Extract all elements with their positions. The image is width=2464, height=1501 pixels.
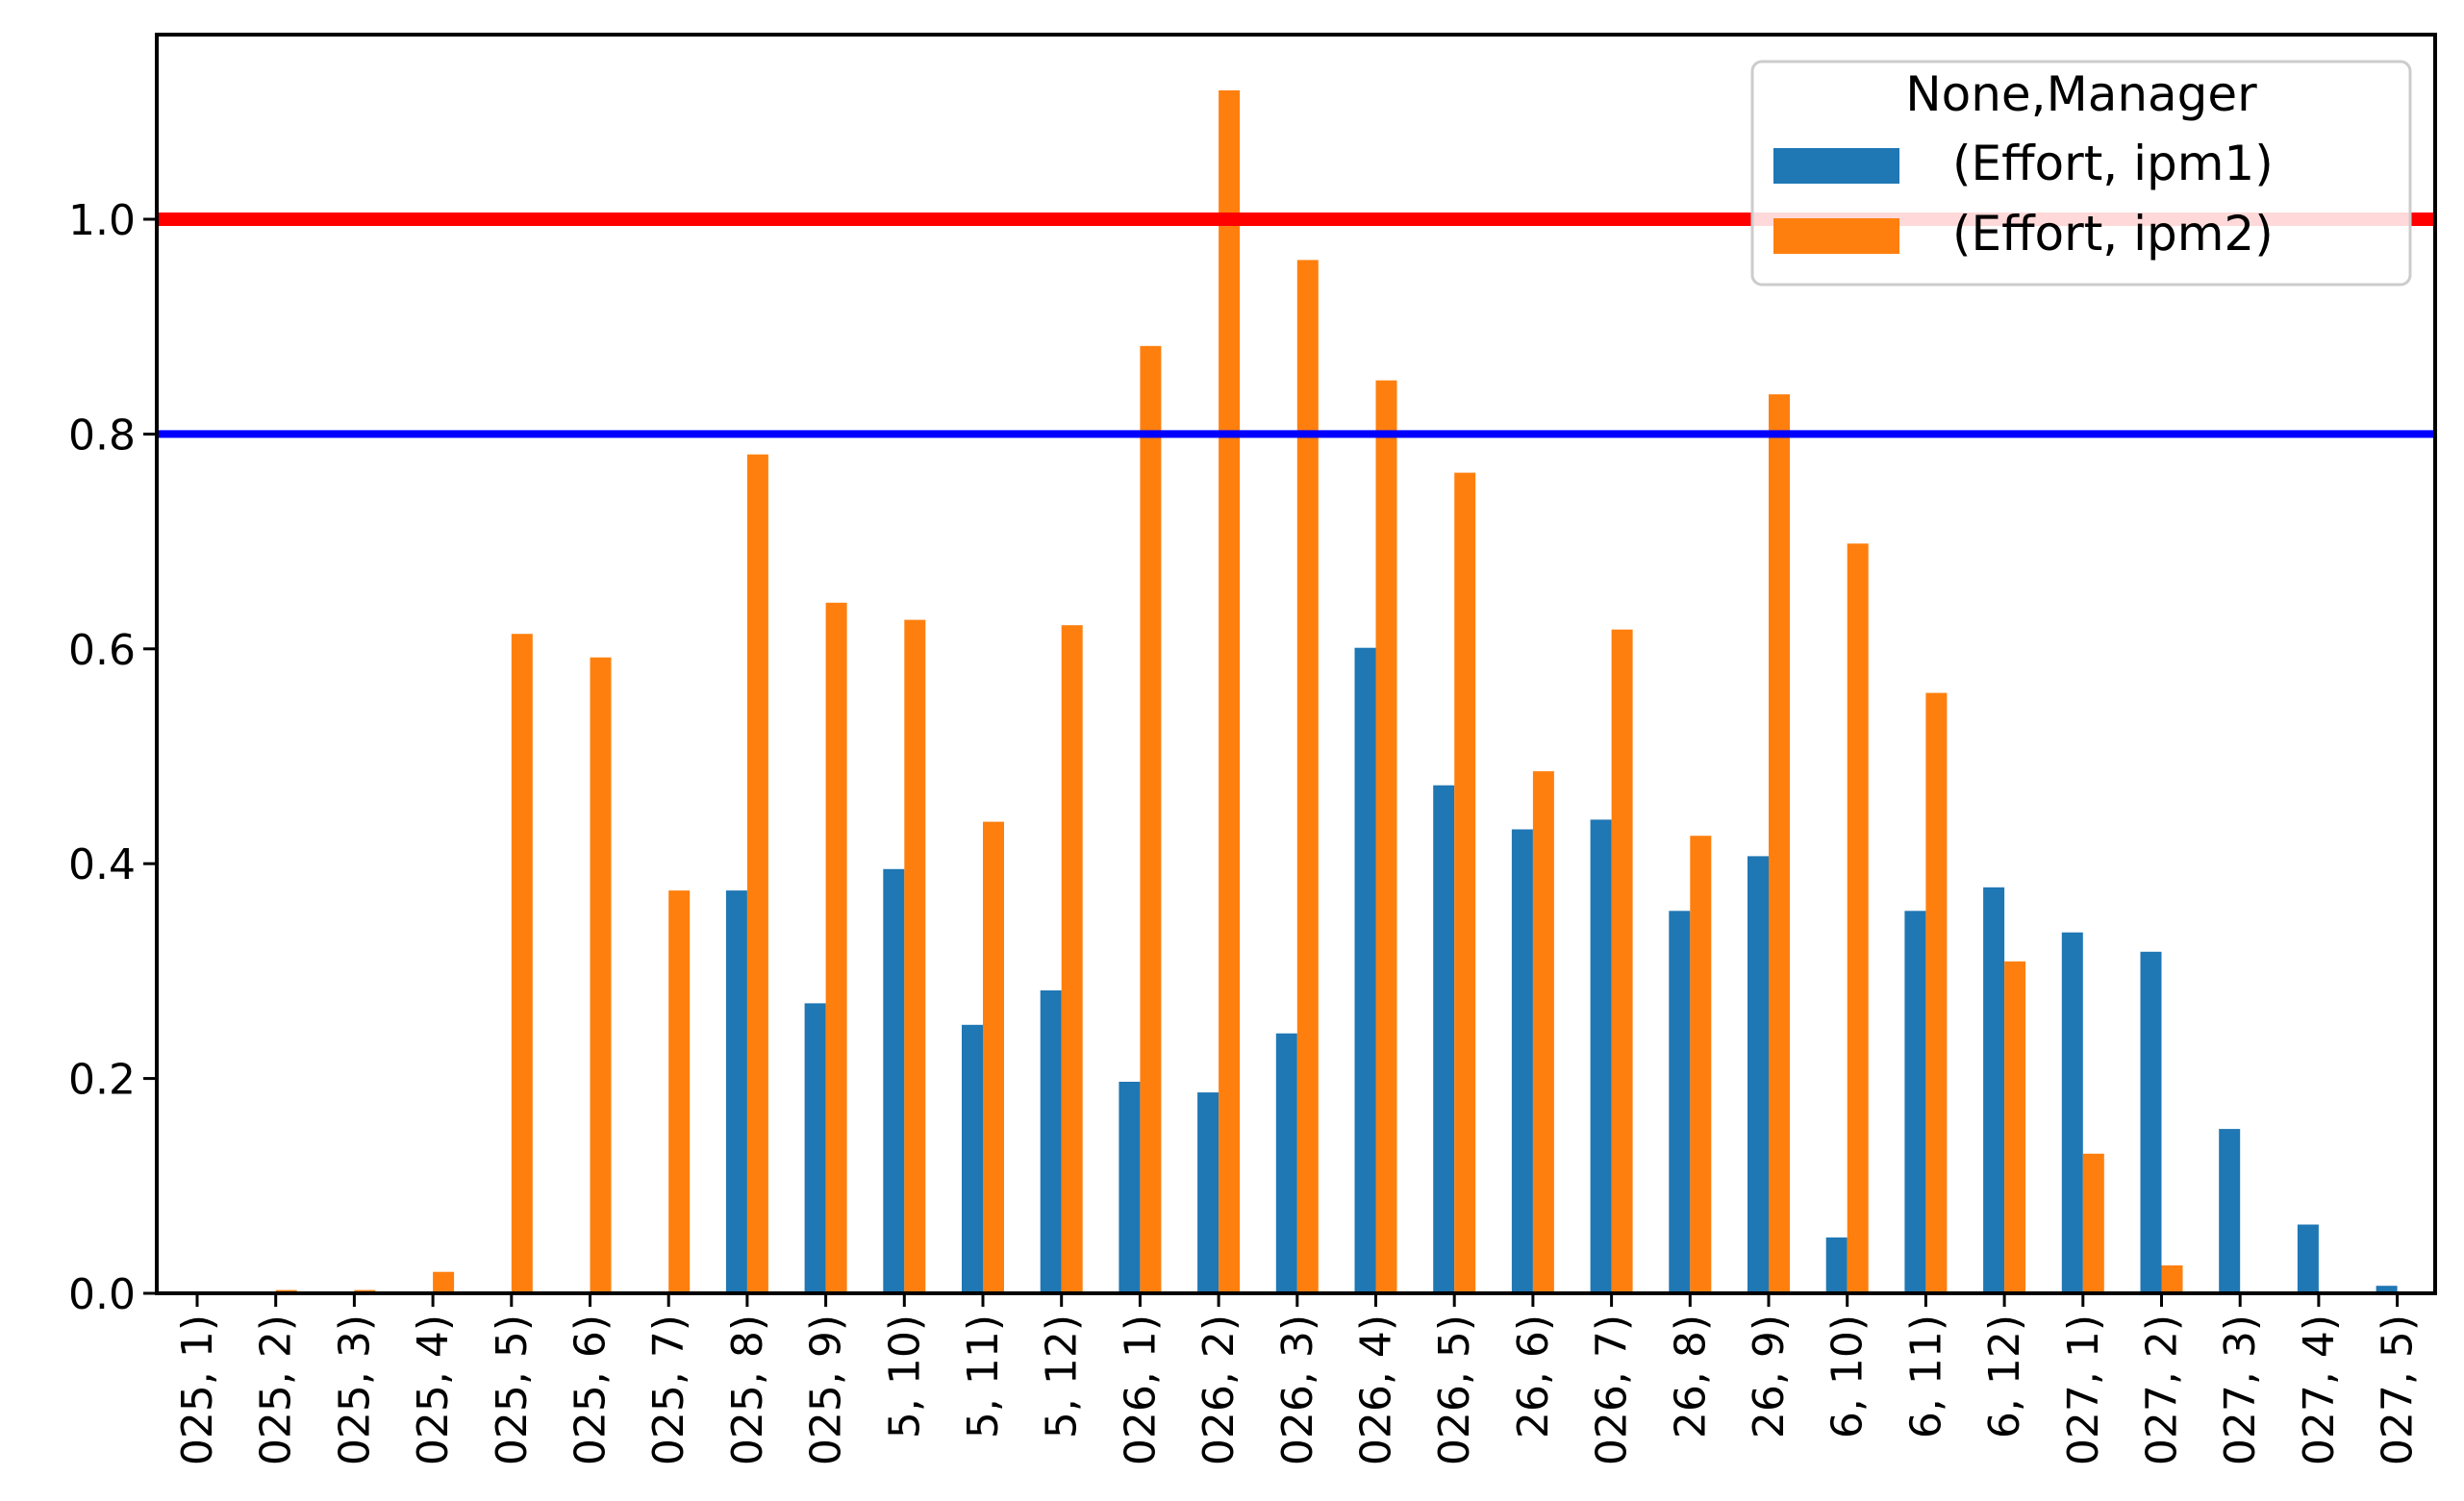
legend-box [1750,60,2412,287]
legend-swatch-ipm2 [1773,218,1899,254]
x-tick-label-3: 025, 4) [409,1314,458,1465]
bar-ipm1-13 [1197,1092,1219,1293]
x-tick-label-10: 5, 11) [959,1314,1008,1438]
bar-ipm2-6 [668,890,691,1293]
bar-ipm1-15 [1354,647,1376,1293]
bar-ipm1-16 [1433,785,1455,1293]
bar-ipm1-27 [2297,1224,2319,1293]
bar-ipm2-21 [1847,543,1869,1293]
x-axis: 025, 1) 025, 2) 025, 3) 025, 4) 025, 5) 025, … [173,1293,2423,1465]
x-tick-label-24: 027, 1) [2059,1314,2108,1465]
y-tick-label-0.4: 0.4 [68,840,136,889]
bar-ipm1-28 [2376,1286,2398,1293]
x-tick-label-9: 5, 10) [880,1314,929,1438]
x-tick-label-25: 027, 2) [2138,1314,2187,1465]
bar-ipm2-22 [1925,692,1948,1293]
x-tick-label-8: 025, 9) [802,1314,851,1465]
x-tick-label-12: 026, 1) [1116,1314,1165,1465]
bar-ipm1-8 [804,1003,826,1293]
legend-label-ipm1: (Effort, ipm1) [1952,136,2274,191]
x-tick-label-26: 027, 3) [2216,1314,2265,1465]
bar-ipm2-18 [1611,629,1633,1293]
bar-ipm2-8 [825,602,847,1293]
bar-ipm1-10 [962,1024,983,1294]
y-tick-label-1.0: 1.0 [68,196,136,245]
x-tick-label-19: 26, 8) [1666,1314,1715,1438]
bar-ipm1-22 [1904,911,1926,1293]
bar-ipm1-21 [1825,1237,1848,1293]
x-tick-label-15: 026, 4) [1352,1314,1401,1465]
x-tick-label-6: 025, 7) [644,1314,693,1465]
y-tick-label-0.2: 0.2 [68,1056,136,1105]
bar-ipm2-25 [2161,1265,2183,1293]
bar-ipm2-10 [983,821,1004,1293]
bar-ipm1-20 [1747,856,1769,1293]
bar-ipm1-23 [1983,887,2005,1293]
bar-ipm1-25 [2140,951,2162,1293]
x-tick-label-2: 025, 3) [330,1314,379,1465]
bar-ipm1-19 [1669,911,1691,1293]
legend-swatch-ipm1 [1773,148,1899,184]
bar-ipm2-20 [1769,394,1790,1294]
x-tick-label-16: 026, 5) [1430,1314,1479,1465]
bar-ipm2-14 [1296,260,1319,1293]
x-tick-label-20: 26, 9) [1745,1314,1794,1438]
x-tick-label-23: 6, 12) [1980,1314,2029,1438]
bar-ipm1-11 [1040,990,1062,1293]
bar-ipm2-24 [2082,1153,2104,1293]
x-tick-label-13: 026, 2) [1194,1314,1244,1465]
bar-ipm1-18 [1590,819,1612,1293]
x-tick-label-4: 025, 5) [488,1314,537,1465]
x-tick-label-14: 026, 3) [1273,1314,1322,1465]
bar-ipm1-12 [1119,1082,1141,1293]
bar-ipm2-9 [904,619,926,1293]
bar-ipm1-9 [883,868,905,1293]
x-tick-label-7: 025, 8) [723,1314,772,1465]
bar-ipm2-5 [590,657,612,1293]
x-tick-label-0: 025, 1) [173,1314,222,1465]
x-tick-label-11: 5, 12) [1038,1314,1087,1438]
x-tick-label-18: 026, 7) [1588,1314,1637,1465]
bar-ipm2-23 [2004,961,2026,1293]
y-axis: 0.0 0.2 0.4 0.6 0.8 1.0 [68,196,157,1319]
bar-ipm2-7 [746,454,768,1294]
legend: None,Manager (Effort, ipm1) (Effort, ipm… [1750,60,2412,287]
x-tick-label-21: 6, 10) [1823,1314,1873,1438]
bar-ipm1-14 [1275,1033,1297,1293]
x-tick-label-27: 027, 4) [2295,1314,2344,1465]
x-tick-label-22: 6, 11) [1901,1314,1950,1438]
y-tick-label-0.0: 0.0 [68,1270,136,1319]
legend-label-ipm2: (Effort, ipm2) [1952,206,2274,262]
x-tick-label-28: 027, 5) [2374,1314,2423,1465]
bar-ipm2-12 [1140,345,1162,1293]
x-tick-label-17: 26, 6) [1509,1314,1558,1438]
bars-layer [275,90,2398,1294]
legend-title: None,Manager [1905,66,2257,122]
bar-ipm2-11 [1061,625,1083,1293]
x-tick-label-5: 025, 6) [566,1314,616,1465]
y-tick-label-0.6: 0.6 [68,626,136,675]
bar-ipm2-16 [1454,472,1476,1294]
bar-ipm1-7 [725,890,747,1293]
bar-ipm1-26 [2219,1129,2241,1293]
y-tick-label-0.8: 0.8 [68,411,136,460]
bar-ipm2-4 [511,634,533,1293]
bar-ipm2-15 [1375,380,1397,1294]
bar-ipm1-17 [1511,829,1533,1293]
bar-ipm1-24 [2061,932,2083,1293]
bar-ipm2-3 [433,1271,455,1293]
bar-ipm2-13 [1219,90,1241,1293]
x-tick-label-1: 025, 2) [252,1314,301,1465]
bar-ipm2-17 [1532,771,1554,1293]
bar-ipm2-19 [1690,836,1712,1293]
